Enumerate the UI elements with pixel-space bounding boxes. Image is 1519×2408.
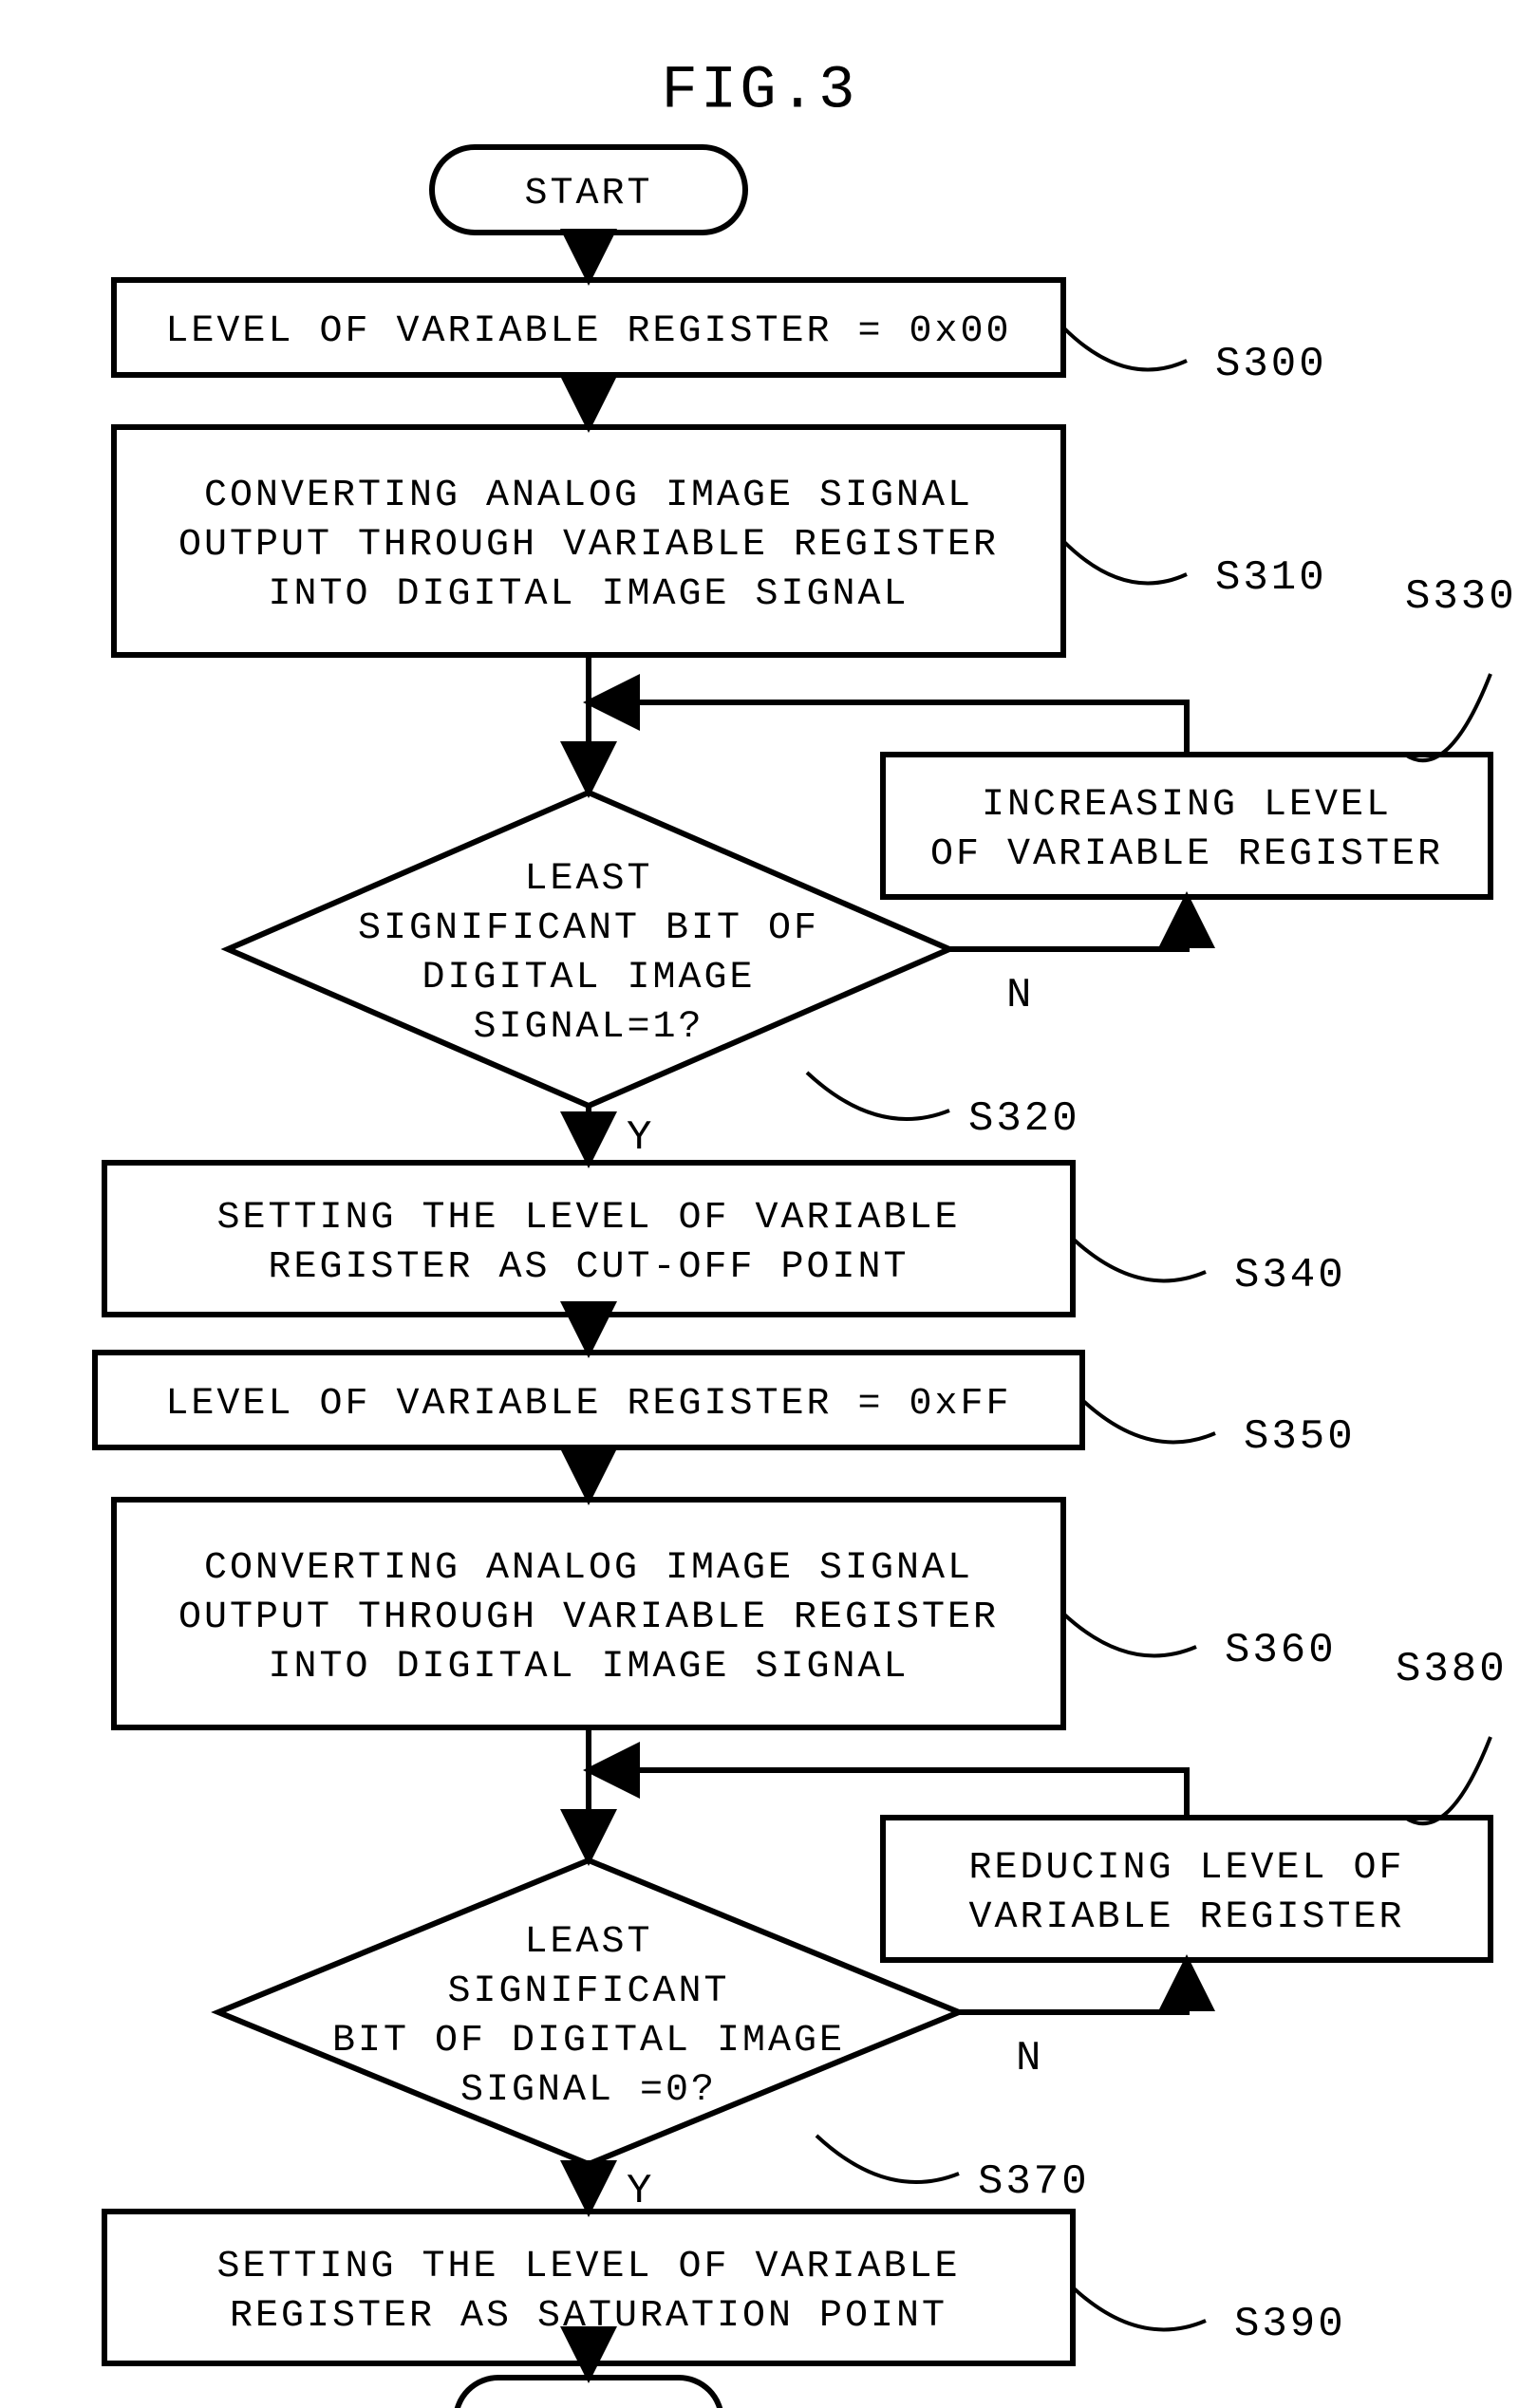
callout-line-s370 [816, 2136, 959, 2182]
node-title: FIG.3 [661, 57, 857, 125]
callout-line-s300 [1063, 327, 1187, 369]
svg-text:REDUCING LEVEL OFVARIABLE REGI: REDUCING LEVEL OFVARIABLE REGISTER [968, 1847, 1404, 1939]
node-s330: INCREASING LEVELOF VARIABLE REGISTER [883, 755, 1491, 897]
callout-line-s330 [1405, 674, 1491, 760]
flowchart: FIG.3 START LEVEL OF VARIABLE REGISTER = 0… [0, 0, 1519, 2408]
node-s390: SETTING THE LEVEL OF VARIABLEREGISTER AS… [104, 2212, 1073, 2363]
edge-s330-merge1 [589, 702, 1187, 755]
callout-line-s350 [1082, 1400, 1215, 1442]
svg-text:FIG.3: FIG.3 [661, 57, 857, 125]
node-s350: LEVEL OF VARIABLE REGISTER = 0xFF [95, 1353, 1082, 1447]
svg-text:LEVEL OF VARIABLE REGISTER = 0: LEVEL OF VARIABLE REGISTER = 0xFF [165, 1383, 1011, 1426]
callout-label-s340: S340 [1234, 1252, 1346, 1299]
svg-text:CONVERTING ANALOG IMAGE SIGNAL: CONVERTING ANALOG IMAGE SIGNALOUTPUT THR… [178, 1547, 999, 1689]
svg-text:LEVEL OF VARIABLE REGISTER = 0: LEVEL OF VARIABLE REGISTER = 0x00 [165, 310, 1011, 353]
callout-label-s350: S350 [1244, 1413, 1356, 1461]
callout-label-s360: S360 [1225, 1627, 1337, 1674]
callout-line-s310 [1063, 541, 1187, 583]
svg-text:CONVERTING ANALOG IMAGE SIGNAL: CONVERTING ANALOG IMAGE SIGNALOUTPUT THR… [178, 475, 999, 616]
callout-line-s340 [1073, 1239, 1206, 1280]
node-s320: LEASTSIGNIFICANT BIT OFDIGITAL IMAGESIGN… [228, 793, 949, 1106]
edge-s320N-s330 [949, 897, 1187, 949]
svg-text:SETTING THE LEVEL OF VARIABLER: SETTING THE LEVEL OF VARIABLEREGISTER AS… [216, 1197, 960, 1289]
edge-s370N-s380 [959, 1960, 1187, 2012]
callout-line-s380 [1405, 1737, 1491, 1823]
callout-line-s360 [1063, 1614, 1196, 1655]
callout-label-s380: S380 [1396, 1646, 1508, 1693]
callout-label-s310: S310 [1215, 554, 1327, 602]
edge-label-N: N [1016, 2035, 1041, 2082]
callout-label-s370: S370 [978, 2158, 1090, 2206]
edge-label-N: N [1006, 972, 1031, 1019]
edge-label-Y: Y [627, 2168, 651, 2215]
node-s340: SETTING THE LEVEL OF VARIABLEREGISTER AS… [104, 1163, 1073, 1315]
callout-label-s300: S300 [1215, 341, 1327, 388]
node-s300: LEVEL OF VARIABLE REGISTER = 0x00 [114, 280, 1063, 375]
callout-label-s320: S320 [968, 1095, 1080, 1143]
node-s380: REDUCING LEVEL OFVARIABLE REGISTER [883, 1818, 1491, 1960]
node-end: END [456, 2378, 722, 2408]
node-start: START [432, 147, 745, 233]
svg-text:START: START [524, 173, 652, 215]
node-s370: LEASTSIGNIFICANTBIT OF DIGITAL IMAGESIGN… [218, 1860, 959, 2164]
svg-text:END: END [550, 2403, 627, 2408]
svg-text:LEASTSIGNIFICANTBIT OF DIGITAL: LEASTSIGNIFICANTBIT OF DIGITAL IMAGESIGN… [332, 1921, 845, 2112]
svg-text:LEASTSIGNIFICANT BIT OFDIGITAL: LEASTSIGNIFICANT BIT OFDIGITAL IMAGESIGN… [358, 858, 819, 1049]
edge-label-Y: Y [627, 1114, 651, 1162]
callout-label-s390: S390 [1234, 2301, 1346, 2348]
callout-line-s390 [1073, 2287, 1206, 2329]
svg-text:SETTING THE LEVEL OF VARIABLER: SETTING THE LEVEL OF VARIABLEREGISTER AS… [216, 2246, 960, 2338]
callout-label-s330: S330 [1405, 573, 1517, 621]
node-s310: CONVERTING ANALOG IMAGE SIGNALOUTPUT THR… [114, 427, 1063, 655]
svg-text:INCREASING LEVELOF VARIABLE RE: INCREASING LEVELOF VARIABLE REGISTER [930, 784, 1443, 876]
edge-s380-merge2 [589, 1770, 1187, 1818]
callout-line-s320 [807, 1073, 949, 1119]
node-s360: CONVERTING ANALOG IMAGE SIGNALOUTPUT THR… [114, 1500, 1063, 1727]
